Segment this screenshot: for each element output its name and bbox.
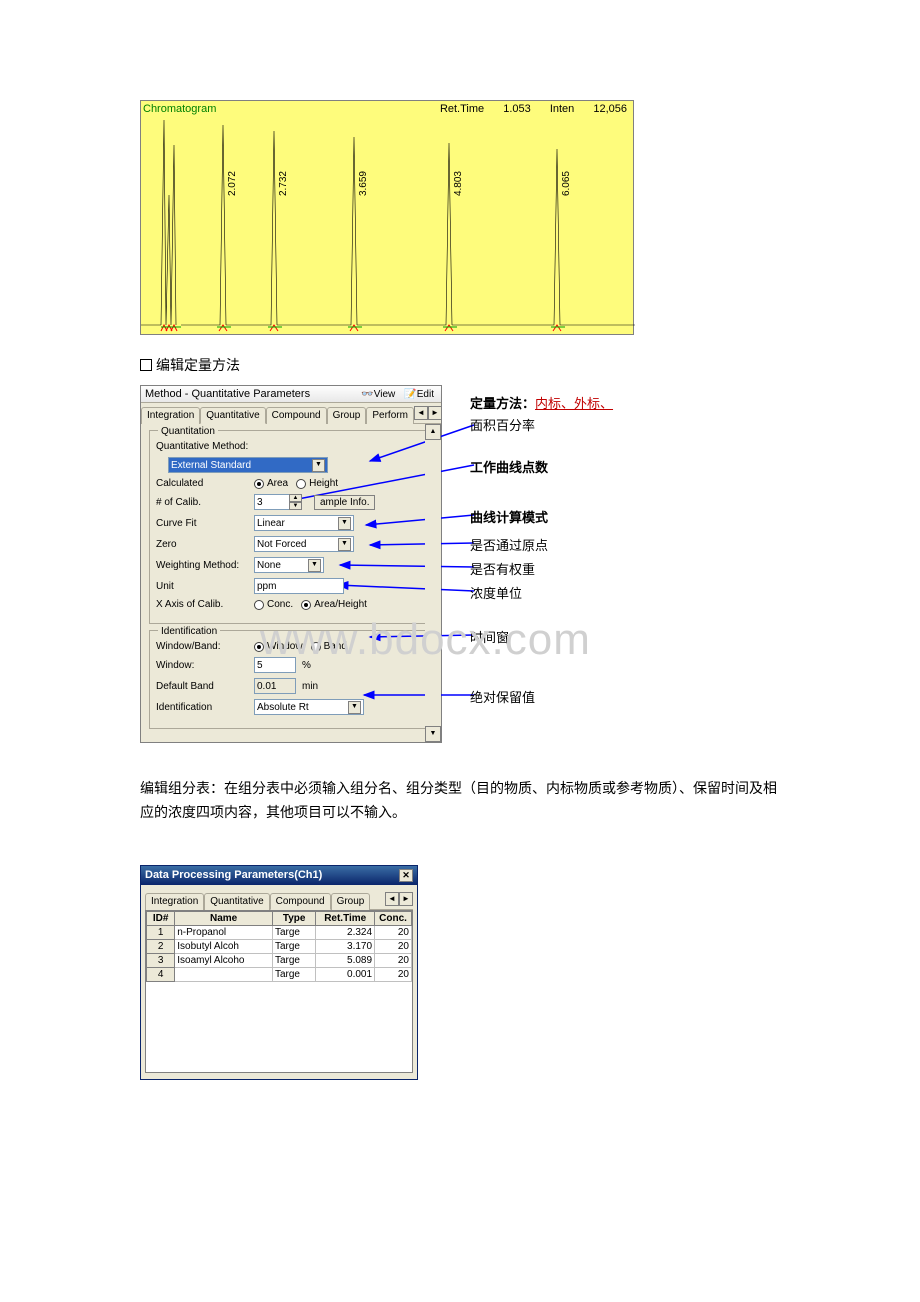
tab-integration[interactable]: Integration <box>141 407 200 424</box>
data-processing-dialog: Data Processing Parameters(Ch1) ✕ Integr… <box>140 865 418 1080</box>
dp-tab-compound[interactable]: Compound <box>270 893 331 910</box>
calib-spinner[interactable]: ▲▼ <box>254 494 302 510</box>
identification-select[interactable]: Absolute Rt▼ <box>254 699 364 715</box>
peak-label: 2.732 <box>278 171 289 196</box>
dp-tab-group[interactable]: Group <box>331 893 371 910</box>
defband-unit: min <box>302 681 318 692</box>
dp-tab-scroll-right[interactable]: ► <box>399 892 413 906</box>
chromatogram-title: Chromatogram <box>143 103 216 115</box>
col-conc[interactable]: Conc. <box>375 911 412 925</box>
calib-label: # of Calib. <box>156 497 254 508</box>
dp-tab-quantitative[interactable]: Quantitative <box>204 893 269 910</box>
dialog-title: Method - Quantitative Parameters <box>145 388 310 400</box>
dp-tab-integration[interactable]: Integration <box>145 893 204 910</box>
compound-table[interactable]: ID# Name Type Ret.Time Conc. 1n-Propanol… <box>145 910 413 1073</box>
col-name[interactable]: Name <box>175 911 273 925</box>
dp-title: Data Processing Parameters(Ch1) <box>145 869 322 882</box>
ret-time-value: 1.053 <box>503 103 531 115</box>
ret-time-label: Ret.Time <box>440 103 484 115</box>
inten-label: Inten <box>550 103 574 115</box>
tab-performance[interactable]: Perform <box>366 407 414 424</box>
inten-value: 12,056 <box>593 103 627 115</box>
col-id[interactable]: ID# <box>147 911 175 925</box>
qmethod-select[interactable]: External Standard▼ <box>168 457 328 473</box>
dp-title-bar: Data Processing Parameters(Ch1) ✕ <box>141 866 417 885</box>
calc-height-radio[interactable]: Height <box>296 478 338 489</box>
dialog-title-bar: Method - Quantitative Parameters 👓 View … <box>141 386 441 403</box>
curvefit-select[interactable]: Linear▼ <box>254 515 354 531</box>
caption-edit-method: 编辑定量方法 <box>140 355 780 375</box>
col-type[interactable]: Type <box>272 911 315 925</box>
xaxis-conc-radio[interactable]: Conc. <box>254 599 293 610</box>
wb-window-radio[interactable]: Window <box>254 641 303 652</box>
xaxis-label: X Axis of Calib. <box>156 599 254 610</box>
table-row[interactable]: 1n-PropanolTarge2.32420 <box>147 925 412 939</box>
tab-group[interactable]: Group <box>327 407 367 424</box>
calculated-label: Calculated <box>156 478 254 489</box>
table-row[interactable]: 4Targe0.00120 <box>147 967 412 981</box>
scroll-up-icon[interactable]: ▲ <box>425 424 441 440</box>
peak-label: 4.803 <box>453 171 464 196</box>
chromatogram-plot <box>141 115 635 335</box>
defband-label: Default Band <box>156 681 254 692</box>
tab-scroll-left[interactable]: ◄ <box>414 406 428 420</box>
unit-input[interactable] <box>254 578 344 594</box>
dp-tabs: Integration Quantitative Compound Group … <box>145 889 413 910</box>
quant-params-dialog: Method - Quantitative Parameters 👓 View … <box>140 385 442 743</box>
qmethod-label: Quantitative Method: <box>156 441 254 452</box>
scrollbar[interactable]: ▲ ▼ <box>425 424 441 742</box>
peak-label: 2.072 <box>227 171 238 196</box>
calc-area-radio[interactable]: Area <box>254 478 288 489</box>
weighting-select[interactable]: None▼ <box>254 557 324 573</box>
tab-scroll-right[interactable]: ► <box>428 406 442 420</box>
sample-info-button[interactable]: ample Info. <box>314 495 375 510</box>
wb-band-radio[interactable]: Band <box>311 641 347 652</box>
peak-label: 3.659 <box>358 171 369 196</box>
table-row[interactable]: 3Isoamyl AlcohoTarge5.08920 <box>147 953 412 967</box>
identification-label: Identification <box>156 702 254 713</box>
quantitation-fieldset: Quantitation Quantitative Method: Extern… <box>149 430 433 624</box>
view-button[interactable]: 👓 View <box>358 389 398 400</box>
table-row[interactable]: 2Isobutyl AlcohTarge3.17020 <box>147 939 412 953</box>
tab-quantitative[interactable]: Quantitative <box>200 407 265 424</box>
xaxis-ah-radio[interactable]: Area/Height <box>301 599 367 610</box>
zero-label: Zero <box>156 539 254 550</box>
chromatogram-status: Ret.Time 1.053 Inten 12,056 <box>424 103 627 115</box>
caption-compound-table: 编辑组分表：在组分表中必须输入组分名、组分类型（目的物质、内标物质或参考物质）、… <box>140 777 780 825</box>
unit-label: Unit <box>156 581 254 592</box>
scroll-down-icon[interactable]: ▼ <box>425 726 441 742</box>
edit-button[interactable]: 📝 Edit <box>401 389 437 400</box>
close-icon[interactable]: ✕ <box>399 869 413 882</box>
curvefit-label: Curve Fit <box>156 518 254 529</box>
identification-fieldset: Identification Window/Band: Window Band … <box>149 630 433 729</box>
window-input[interactable] <box>254 657 296 673</box>
chromatogram: Chromatogram Ret.Time 1.053 Inten 12,056… <box>140 100 634 335</box>
tabs: Integration Quantitative Compound Group … <box>141 403 441 424</box>
dp-tab-scroll-left[interactable]: ◄ <box>385 892 399 906</box>
zero-select[interactable]: Not Forced▼ <box>254 536 354 552</box>
tab-compound[interactable]: Compound <box>266 407 327 424</box>
defband-input <box>254 678 296 694</box>
window-label: Window: <box>156 660 254 671</box>
windowband-label: Window/Band: <box>156 641 254 652</box>
col-rt[interactable]: Ret.Time <box>316 911 375 925</box>
dialog-body: Quantitation Quantitative Method: Extern… <box>141 424 441 742</box>
weighting-label: Weighting Method: <box>156 560 254 571</box>
window-unit: % <box>302 660 311 671</box>
peak-label: 6.065 <box>561 171 572 196</box>
